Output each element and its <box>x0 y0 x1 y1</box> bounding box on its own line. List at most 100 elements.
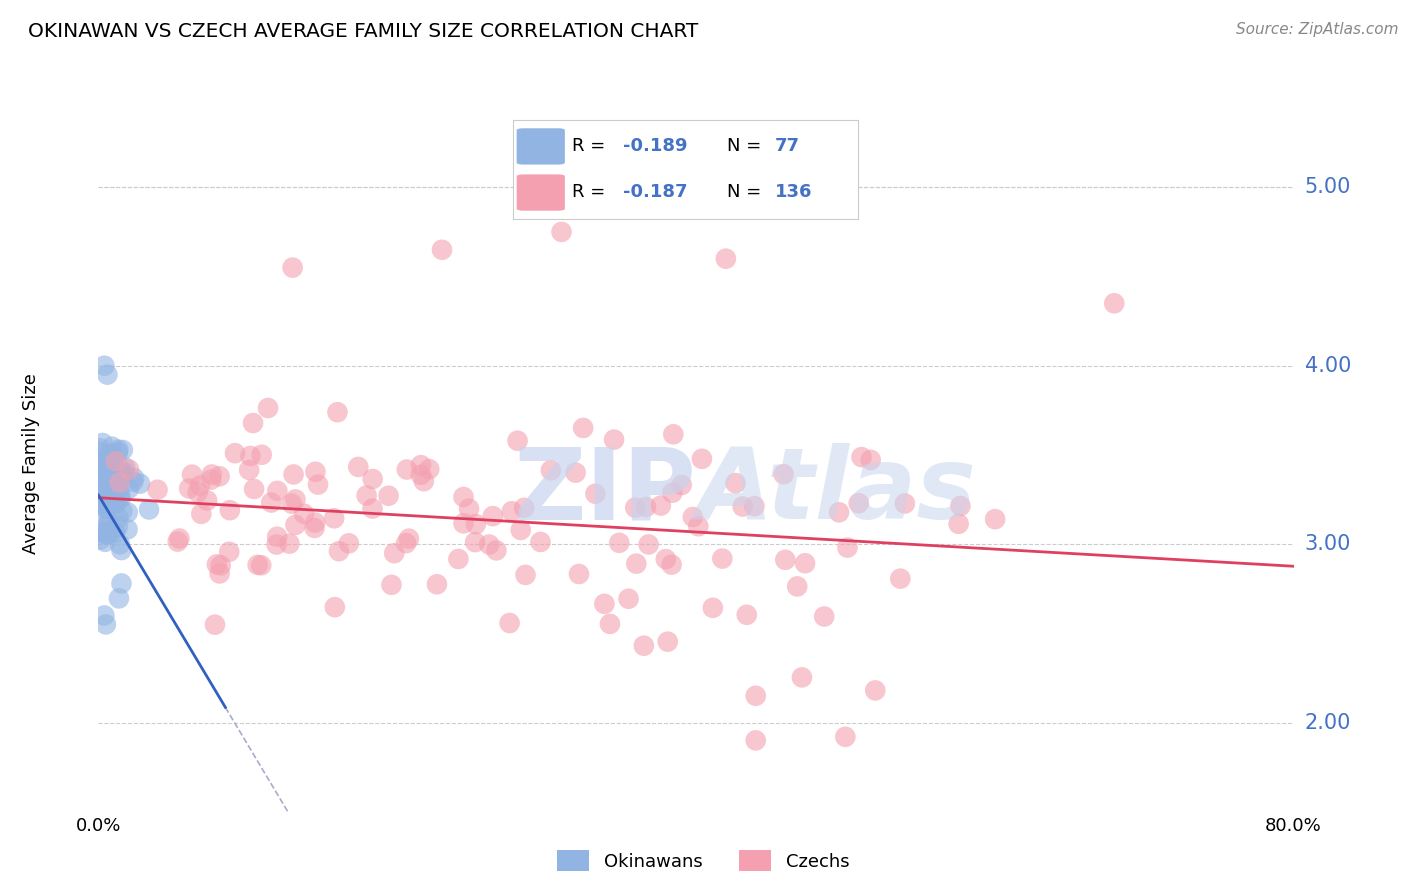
Point <box>426 577 449 591</box>
Point <box>89 533 111 547</box>
Point <box>583 487 606 501</box>
Point <box>103 485 125 500</box>
Point <box>107 510 129 524</box>
Point <box>281 260 304 275</box>
Point <box>356 488 378 502</box>
Point <box>278 536 301 550</box>
Point <box>498 615 520 630</box>
Point <box>662 427 685 442</box>
Point <box>482 509 505 524</box>
Point <box>97 527 120 541</box>
Point <box>110 576 132 591</box>
Text: Average Family Size: Average Family Size <box>22 374 39 554</box>
Text: OKINAWAN VS CZECH AVERAGE FAMILY SIZE CORRELATION CHART: OKINAWAN VS CZECH AVERAGE FAMILY SIZE CO… <box>28 22 699 41</box>
Point <box>529 535 551 549</box>
Point <box>711 551 734 566</box>
Point <box>464 535 486 549</box>
Point <box>91 478 114 492</box>
Point <box>250 558 273 573</box>
Point <box>108 591 131 606</box>
Point <box>187 485 209 500</box>
Point <box>89 469 111 483</box>
Point <box>395 462 418 476</box>
Point <box>284 492 307 507</box>
Point <box>657 634 679 648</box>
Point <box>948 516 970 531</box>
Point <box>96 480 118 494</box>
Legend: Okinawans, Czechs: Okinawans, Czechs <box>550 843 856 879</box>
Point <box>453 516 475 531</box>
Point <box>572 421 595 435</box>
Point <box>96 492 118 507</box>
Point <box>377 489 399 503</box>
Point <box>118 482 141 496</box>
Point <box>104 454 127 468</box>
Point <box>617 591 640 606</box>
Point <box>323 600 346 615</box>
Text: 77: 77 <box>775 137 800 155</box>
Point <box>169 532 191 546</box>
Point <box>101 440 124 454</box>
Point <box>637 537 659 551</box>
Point <box>91 452 114 467</box>
Point <box>682 510 704 524</box>
Point <box>103 497 125 511</box>
Point <box>89 459 111 474</box>
Point <box>834 730 856 744</box>
Point <box>89 445 111 459</box>
Point <box>138 502 160 516</box>
Text: N =: N = <box>727 137 766 155</box>
Point <box>828 505 851 519</box>
Point <box>650 499 672 513</box>
Point <box>347 459 370 474</box>
Point <box>813 609 835 624</box>
Point <box>326 405 349 419</box>
Point <box>266 483 288 498</box>
Point <box>108 475 131 490</box>
Point <box>361 472 384 486</box>
Point <box>865 683 887 698</box>
Point <box>624 500 647 515</box>
Point <box>93 517 115 532</box>
Point <box>242 416 264 430</box>
Point <box>458 501 481 516</box>
Point <box>250 448 273 462</box>
Point <box>146 483 169 497</box>
Point <box>105 467 128 481</box>
Point <box>453 490 475 504</box>
Point <box>107 519 129 533</box>
Point <box>790 670 813 684</box>
Point <box>90 490 112 504</box>
Point <box>859 453 882 467</box>
Text: Source: ZipAtlas.com: Source: ZipAtlas.com <box>1236 22 1399 37</box>
Point <box>837 541 859 555</box>
Point <box>100 466 122 480</box>
Point <box>382 546 405 560</box>
Point <box>745 733 768 747</box>
Point <box>93 455 115 469</box>
Point <box>304 516 326 530</box>
Point <box>380 578 402 592</box>
Point <box>478 537 501 551</box>
Text: 2.00: 2.00 <box>1305 713 1351 732</box>
Point <box>398 532 420 546</box>
Point <box>98 515 121 529</box>
Point <box>91 466 114 480</box>
Point <box>661 485 683 500</box>
Text: ZIP: ZIP <box>513 443 696 541</box>
Point <box>238 463 260 477</box>
Point <box>105 496 128 510</box>
Point <box>117 505 139 519</box>
Point <box>104 476 127 491</box>
Text: -0.189: -0.189 <box>623 137 688 155</box>
Point <box>204 617 226 632</box>
Point <box>97 498 120 512</box>
Point <box>94 476 117 491</box>
Point <box>96 527 118 541</box>
Point <box>304 465 326 479</box>
Point <box>280 497 302 511</box>
Point <box>89 442 111 456</box>
Point <box>208 469 231 483</box>
Point <box>209 558 232 573</box>
Point <box>292 507 315 521</box>
